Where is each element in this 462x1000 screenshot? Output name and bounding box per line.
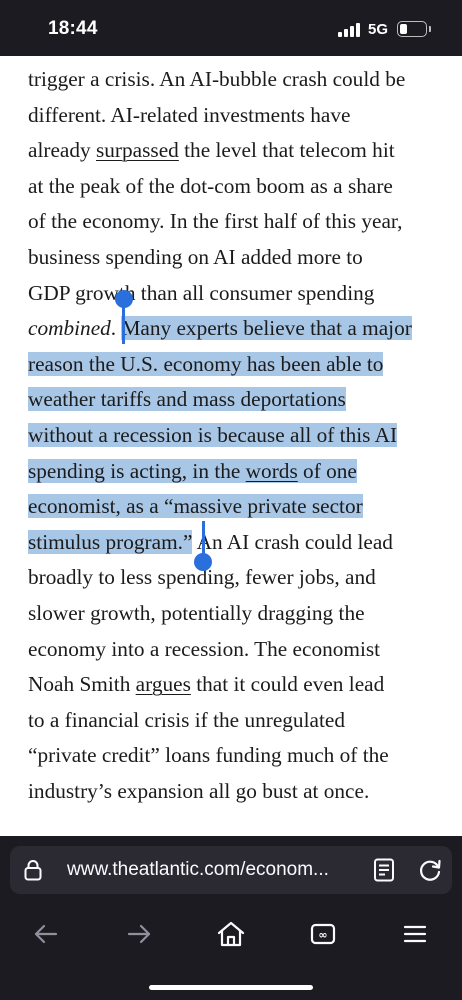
selected-text: spending is acting, in the — [28, 458, 246, 483]
selection-start-handle-bar[interactable] — [122, 298, 125, 344]
text-run: already — [28, 138, 96, 163]
network-type: 5G — [368, 21, 389, 38]
text-run: broadly to less spending, fewer jobs, an… — [28, 565, 376, 590]
article-line: economy into a recession. The economist — [28, 631, 380, 667]
menu-button[interactable] — [397, 920, 433, 948]
article-line: stimulus program.” An AI crash could lea… — [28, 524, 393, 560]
text-run: slower growth, potentially dragging the — [28, 601, 365, 625]
cellular-signal-icon — [338, 23, 360, 37]
selection-end-handle-bar[interactable] — [202, 521, 205, 561]
article-line: weather tariffs and mass deportations — [28, 381, 346, 417]
article-line: broadly to less spending, fewer jobs, an… — [28, 559, 376, 595]
text-run: business spending on AI added more to — [28, 245, 363, 269]
battery-cap — [429, 26, 431, 32]
article-line: combined. Many experts believe that a ma… — [28, 310, 412, 346]
text-run: trigger a crisis. An AI-bubble crash cou… — [28, 67, 406, 91]
text-run: . — [110, 316, 122, 341]
reload-icon[interactable] — [417, 857, 443, 883]
text-run: of the economy. In the first half of thi… — [28, 209, 403, 234]
home-indicator[interactable] — [149, 985, 313, 990]
reader-view-icon[interactable] — [373, 858, 395, 882]
article-line: spending is acting, in the words of one — [28, 453, 357, 489]
article-line: without a recession is because all of th… — [28, 417, 398, 453]
inline-link[interactable]: words — [245, 458, 298, 483]
selected-text: weather tariffs and mass deportations — [28, 387, 346, 412]
article-line: different. AI-related investments have — [28, 97, 351, 133]
selected-text: reason the U.S. economy has been able to — [28, 351, 384, 376]
selected-text: economist, as a “massive private sector — [28, 494, 363, 519]
battery-icon — [397, 21, 427, 37]
forward-button[interactable] — [121, 920, 157, 948]
text-run: “private credit” loans funding much of t… — [28, 743, 389, 768]
article-line: “private credit” loans funding much of t… — [28, 737, 389, 773]
back-button[interactable] — [28, 920, 64, 948]
text-run: different. AI-related investments have — [28, 102, 351, 127]
status-bar: 18:44 5G — [0, 0, 462, 56]
article-line: GDP growth than all consumer spending — [28, 275, 374, 311]
text-run: at the peak of the dot-com boom as a sha… — [28, 173, 393, 198]
selected-text: stimulus program.” — [28, 529, 193, 554]
url-text[interactable]: www.theatlantic.com/econom... — [67, 859, 329, 880]
article-line: industry’s expansion all go bust at once… — [28, 773, 369, 809]
home-icon — [217, 921, 245, 947]
status-time: 18:44 — [48, 18, 98, 39]
svg-text:∞: ∞ — [318, 929, 327, 942]
article-body[interactable]: trigger a crisis. An AI-bubble crash cou… — [0, 56, 462, 836]
text-run: combined — [28, 316, 111, 341]
text-run: industry’s expansion all go bust at once… — [28, 779, 370, 803]
article-line: already surpassed the level that telecom… — [28, 132, 395, 168]
article-line: of the economy. In the first half of thi… — [28, 203, 402, 239]
lock-icon[interactable] — [24, 859, 42, 881]
text-run: GDP growth than all consumer spending — [28, 280, 375, 305]
article-line: trigger a crisis. An AI-bubble crash cou… — [28, 61, 405, 97]
address-bar[interactable]: www.theatlantic.com/econom... — [10, 846, 452, 894]
article-line: Noah Smith argues that it could even lea… — [28, 666, 384, 702]
text-run: economy into a recession. The economist — [28, 636, 381, 661]
inline-link[interactable]: surpassed — [96, 138, 179, 163]
text-run: that it could even lead — [190, 672, 385, 697]
article-line: business spending on AI added more to — [28, 239, 363, 275]
tabs-button[interactable]: ∞ — [305, 920, 341, 948]
selection-start-handle[interactable] — [115, 290, 133, 308]
inline-link[interactable]: argues — [135, 672, 191, 697]
arrow-right-icon — [127, 924, 151, 944]
arrow-left-icon — [34, 924, 58, 944]
text-run: An AI crash could lead — [192, 529, 393, 554]
text-run: to a financial crisis if the unregulated — [28, 707, 345, 732]
selected-text: Many experts believe that a major — [121, 316, 412, 341]
home-button[interactable] — [213, 920, 249, 948]
article-line: economist, as a “massive private sector — [28, 488, 363, 524]
tabs-icon: ∞ — [310, 923, 336, 945]
text-run: Noah Smith — [28, 672, 136, 697]
browser-bottom-bar: www.theatlantic.com/econom... — [0, 836, 462, 1000]
article-line: to a financial crisis if the unregulated — [28, 702, 345, 738]
text-run: the level that telecom hit — [178, 138, 395, 163]
article-line: slower growth, potentially dragging the — [28, 595, 365, 631]
article-line: at the peak of the dot-com boom as a sha… — [28, 168, 393, 204]
selected-text: of one — [297, 458, 357, 483]
article-line: reason the U.S. economy has been able to — [28, 346, 384, 382]
menu-icon — [403, 925, 427, 943]
selected-text: without a recession is because all of th… — [28, 423, 398, 447]
selection-end-handle[interactable] — [194, 553, 212, 571]
